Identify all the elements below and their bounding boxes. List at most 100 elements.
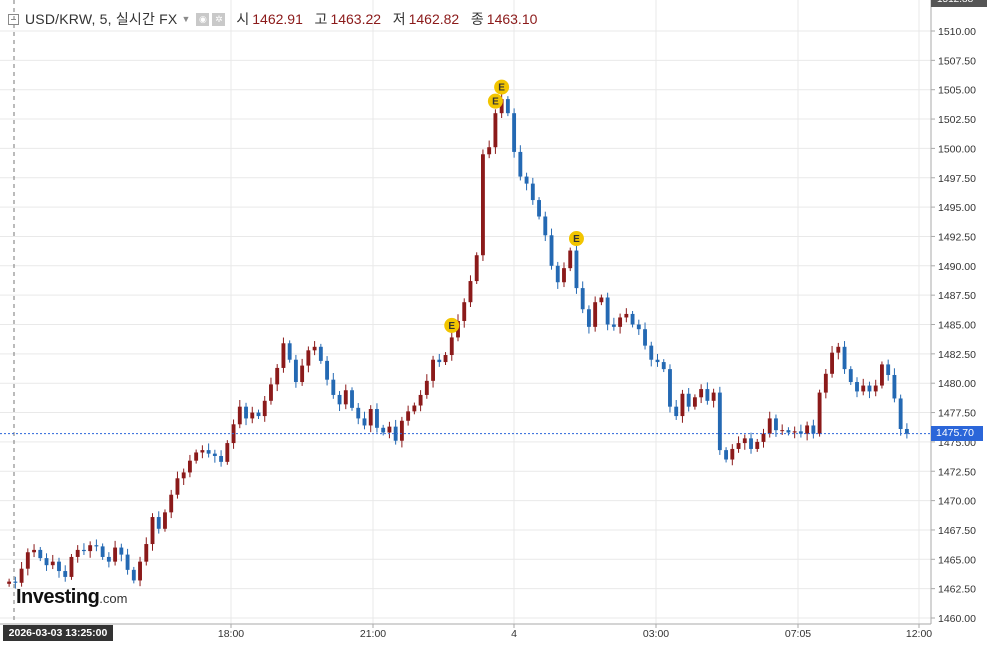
earnings-marker[interactable]: E xyxy=(444,317,460,333)
candle xyxy=(661,359,666,373)
candle-body xyxy=(325,360,330,380)
candle xyxy=(549,228,554,270)
candle xyxy=(318,343,323,364)
price-axis[interactable]: 1460.00 1462.50 1465.00 1467.50 1470.00 1472.… xyxy=(931,26,976,625)
candle xyxy=(293,354,298,388)
candle-body xyxy=(119,547,124,555)
candle xyxy=(418,390,423,412)
candle xyxy=(63,565,68,582)
candle xyxy=(586,305,591,334)
candle xyxy=(568,247,573,272)
candle xyxy=(717,386,722,455)
earnings-marker[interactable]: E xyxy=(487,93,503,109)
earnings-badge[interactable] xyxy=(494,79,510,95)
candle xyxy=(605,292,610,331)
candle xyxy=(69,554,74,580)
candle-body xyxy=(705,389,710,401)
candle-body xyxy=(256,412,261,417)
candle-body xyxy=(293,359,298,383)
time-axis[interactable]: 18:00 21:00 4 03:00 07:05 12:00 xyxy=(218,624,932,640)
candle-body xyxy=(437,359,442,363)
candle-body xyxy=(138,561,142,581)
x-tick-label: 21:00 xyxy=(360,628,386,640)
candle xyxy=(269,377,273,405)
earnings-marker[interactable]: E xyxy=(568,231,584,247)
candle xyxy=(306,346,311,373)
candle-body xyxy=(798,431,803,434)
candle-body xyxy=(861,385,866,392)
candle xyxy=(443,352,448,366)
candle-body xyxy=(892,374,897,399)
gear-icon[interactable]: ✲ xyxy=(212,12,226,26)
candle xyxy=(674,399,679,420)
candle-body xyxy=(580,288,585,310)
earnings-badge[interactable] xyxy=(487,93,503,109)
candle xyxy=(431,355,435,388)
high-label: 고 xyxy=(314,11,328,27)
symbol-title[interactable]: USD/KRW, 5, 실시간 FX xyxy=(25,11,178,27)
candle xyxy=(786,427,791,436)
eye-icon[interactable]: ◉ xyxy=(196,12,210,26)
candle xyxy=(886,359,891,381)
candle xyxy=(119,543,124,562)
candle-body xyxy=(505,99,510,114)
candle xyxy=(88,541,93,558)
collapse-icon[interactable] xyxy=(8,13,19,25)
earnings-badge[interactable] xyxy=(568,231,584,247)
candle xyxy=(106,552,111,568)
candle-body xyxy=(343,390,348,405)
y-tick-label: 1507.50 xyxy=(938,55,976,67)
candle-body xyxy=(836,346,841,353)
candle xyxy=(655,353,660,367)
x-tick-label: 18:00 xyxy=(218,628,244,640)
candle-body xyxy=(381,427,386,433)
candle xyxy=(692,394,697,410)
candle-body xyxy=(643,329,647,346)
logo-main: Investing xyxy=(16,586,100,608)
candle xyxy=(574,245,579,294)
y-tick-label: 1500.00 xyxy=(938,143,976,155)
candle-body xyxy=(306,350,311,366)
candle-body xyxy=(69,556,74,577)
candle xyxy=(175,471,180,499)
candle xyxy=(761,428,766,448)
candle-body xyxy=(855,382,859,392)
chart-legend: USD/KRW, 5, 실시간 FX ▼ ◉ ✲ 시 1462.91 고 1463.… xyxy=(8,9,537,29)
candle xyxy=(368,405,373,433)
candle-body xyxy=(549,235,554,266)
investing-logo: Investing.com xyxy=(16,586,127,609)
candle-body xyxy=(736,443,741,449)
y-tick-label: 1460.00 xyxy=(938,613,976,625)
y-tick-label: 1480.00 xyxy=(938,378,976,390)
candle xyxy=(331,372,336,399)
candle xyxy=(562,262,566,288)
y-tick-label: 1510.00 xyxy=(938,26,976,38)
candle xyxy=(705,382,710,405)
chevron-down-icon[interactable]: ▼ xyxy=(181,14,191,24)
candle-body xyxy=(674,406,679,417)
candle-body xyxy=(481,154,485,256)
candle-body xyxy=(786,430,791,433)
candle xyxy=(518,145,523,181)
earnings-marker[interactable]: E xyxy=(494,79,510,95)
candle-body xyxy=(468,281,473,303)
candle xyxy=(505,96,510,117)
candle xyxy=(724,447,729,463)
candle-body xyxy=(830,352,835,374)
candle-body xyxy=(206,450,211,454)
candle-body xyxy=(163,512,167,529)
earnings-badge[interactable] xyxy=(444,317,460,333)
y-tick-label: 1502.50 xyxy=(938,114,976,126)
candle xyxy=(780,424,785,435)
candle xyxy=(94,539,99,552)
candle-body xyxy=(630,313,635,325)
candle-body xyxy=(761,433,766,442)
candle xyxy=(38,546,43,562)
candle xyxy=(250,406,255,424)
candles xyxy=(7,93,909,589)
candle-body xyxy=(543,216,548,236)
candle-body xyxy=(724,450,729,460)
candle-body xyxy=(586,309,591,327)
